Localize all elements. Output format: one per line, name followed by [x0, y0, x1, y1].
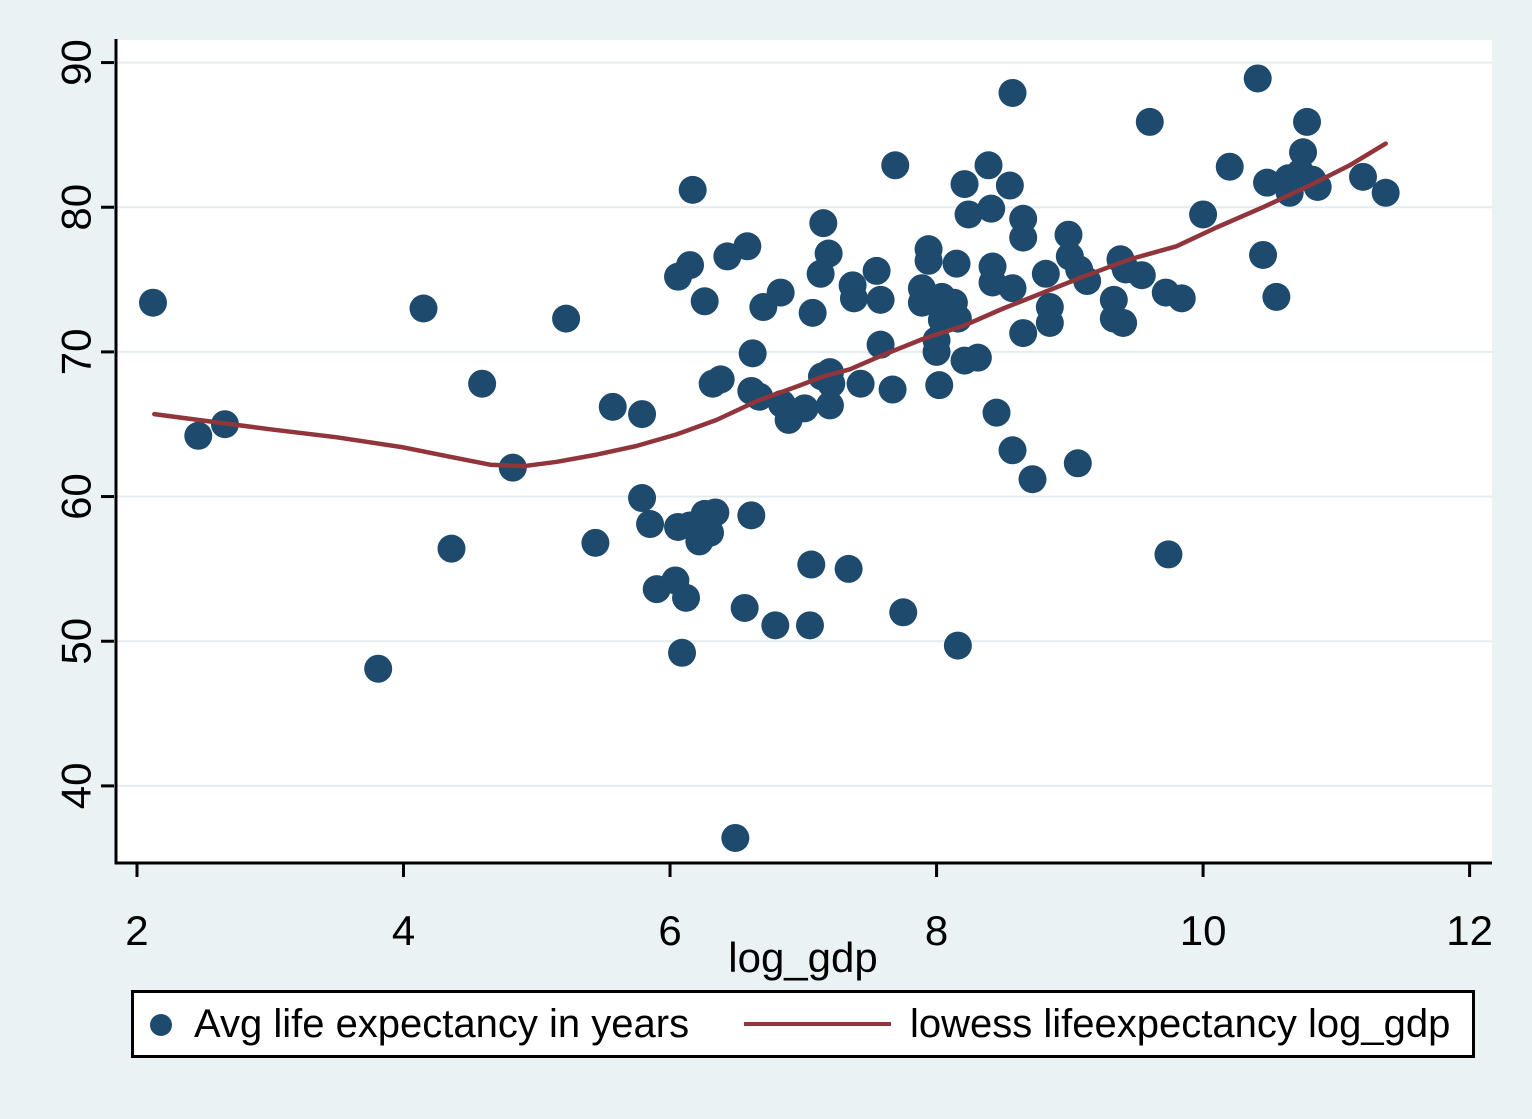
- lowess-line: [152, 141, 1388, 469]
- svg-text:6: 6: [658, 907, 681, 954]
- svg-text:60: 60: [53, 473, 100, 520]
- svg-text:50: 50: [53, 618, 100, 665]
- legend-series2-label: lowess lifeexpectancy log_gdp: [910, 1002, 1451, 1046]
- svg-text:90: 90: [52, 39, 99, 86]
- legend-line-sample-icon: [744, 1022, 891, 1026]
- svg-text:4: 4: [392, 907, 415, 954]
- gridlines: [117, 61, 1492, 787]
- svg-text:80: 80: [53, 184, 100, 231]
- svg-text:70: 70: [53, 329, 100, 376]
- svg-text:8: 8: [925, 907, 948, 954]
- x-axis-title: log_gdp: [728, 934, 877, 981]
- svg-text:12: 12: [1446, 907, 1493, 954]
- axes: [114, 39, 1492, 865]
- svg-text:10: 10: [1180, 907, 1227, 954]
- svg-text:2: 2: [125, 907, 148, 954]
- legend-series1-label: Avg life expectancy in years: [194, 1002, 690, 1046]
- tick-labels: 40 50 60 70 80 90 2 4 6 8 10 12: [52, 39, 1492, 954]
- plot-area: [115, 40, 1492, 863]
- legend: Avg life expectancy in years lowess life…: [131, 990, 1475, 1058]
- tick-marks: [101, 61, 1472, 877]
- svg-text:40: 40: [53, 763, 100, 810]
- legend-scatter-marker-icon: [150, 1014, 172, 1036]
